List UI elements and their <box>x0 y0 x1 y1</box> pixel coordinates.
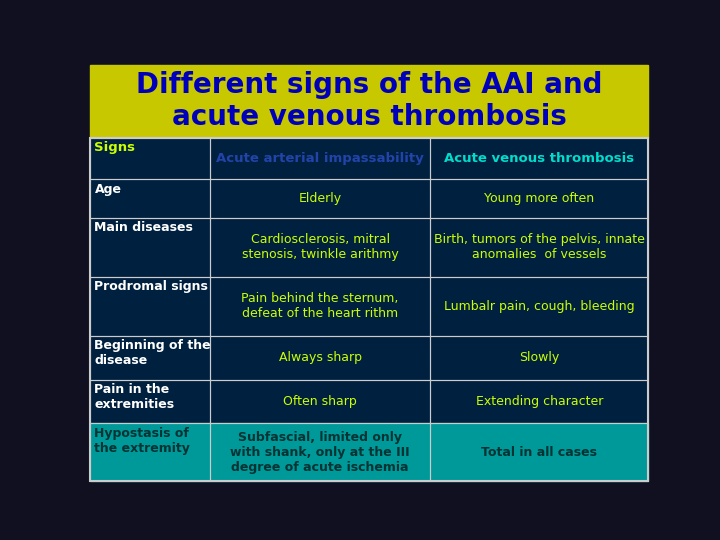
Text: Always sharp: Always sharp <box>279 351 361 364</box>
Bar <box>90 380 210 423</box>
Text: Prodromal signs: Prodromal signs <box>94 280 208 293</box>
Text: Subfascial, limited only
with shank, only at the III
degree of acute ischemia: Subfascial, limited only with shank, onl… <box>230 430 410 474</box>
Bar <box>90 276 210 336</box>
Bar <box>431 336 648 380</box>
Bar <box>90 336 210 380</box>
Bar <box>90 138 210 179</box>
Bar <box>90 423 210 481</box>
Text: Age: Age <box>94 183 122 196</box>
Text: Slowly: Slowly <box>519 351 559 364</box>
Bar <box>431 138 648 179</box>
Bar <box>90 423 210 481</box>
Bar <box>90 179 210 218</box>
Bar <box>210 138 431 179</box>
Text: Signs: Signs <box>94 141 135 154</box>
Bar <box>210 380 431 423</box>
Bar <box>210 276 431 336</box>
Bar <box>431 336 648 380</box>
Bar <box>90 380 210 423</box>
Bar <box>210 179 431 218</box>
Bar <box>210 276 431 336</box>
Bar <box>90 218 210 276</box>
Text: Acute venous thrombosis: Acute venous thrombosis <box>444 152 634 165</box>
Bar <box>210 423 431 481</box>
Bar <box>431 276 648 336</box>
Bar <box>210 218 431 276</box>
Text: Beginning of the
disease: Beginning of the disease <box>94 339 211 367</box>
Text: Cardiosclerosis, mitral
stenosis, twinkle arithmy: Cardiosclerosis, mitral stenosis, twinkl… <box>242 233 399 261</box>
Bar <box>90 336 210 380</box>
Text: Main diseases: Main diseases <box>94 221 194 234</box>
Bar <box>210 218 431 276</box>
Bar <box>90 65 648 138</box>
Text: Total in all cases: Total in all cases <box>481 446 597 458</box>
Text: Hypostasis of
the extremity: Hypostasis of the extremity <box>94 427 190 455</box>
Bar <box>210 138 431 179</box>
Text: Birth, tumors of the pelvis, innate
anomalies  of vessels: Birth, tumors of the pelvis, innate anom… <box>433 233 644 261</box>
Text: Pain in the
extremities: Pain in the extremities <box>94 383 174 411</box>
Text: Elderly: Elderly <box>299 192 342 205</box>
Text: Often sharp: Often sharp <box>283 395 357 408</box>
Bar <box>431 218 648 276</box>
Bar <box>431 218 648 276</box>
Bar <box>90 218 210 276</box>
Bar <box>90 179 210 218</box>
Bar <box>90 138 648 481</box>
Text: Young more often: Young more often <box>484 192 594 205</box>
Bar <box>431 380 648 423</box>
Bar <box>431 423 648 481</box>
Bar <box>431 276 648 336</box>
Bar <box>431 380 648 423</box>
Bar <box>431 138 648 179</box>
Text: Extending character: Extending character <box>475 395 603 408</box>
Bar <box>431 179 648 218</box>
Bar <box>431 423 648 481</box>
Bar <box>210 423 431 481</box>
Text: Pain behind the sternum,
defeat of the heart rithm: Pain behind the sternum, defeat of the h… <box>241 292 399 320</box>
Bar <box>210 380 431 423</box>
Bar <box>431 179 648 218</box>
Bar <box>90 276 210 336</box>
Bar <box>210 336 431 380</box>
Text: Different signs of the AAI and
acute venous thrombosis: Different signs of the AAI and acute ven… <box>136 71 602 131</box>
Bar <box>210 179 431 218</box>
Bar <box>210 336 431 380</box>
Text: Acute arterial impassability: Acute arterial impassability <box>216 152 424 165</box>
Bar <box>90 138 210 179</box>
Text: Lumbalr pain, cough, bleeding: Lumbalr pain, cough, bleeding <box>444 300 634 313</box>
